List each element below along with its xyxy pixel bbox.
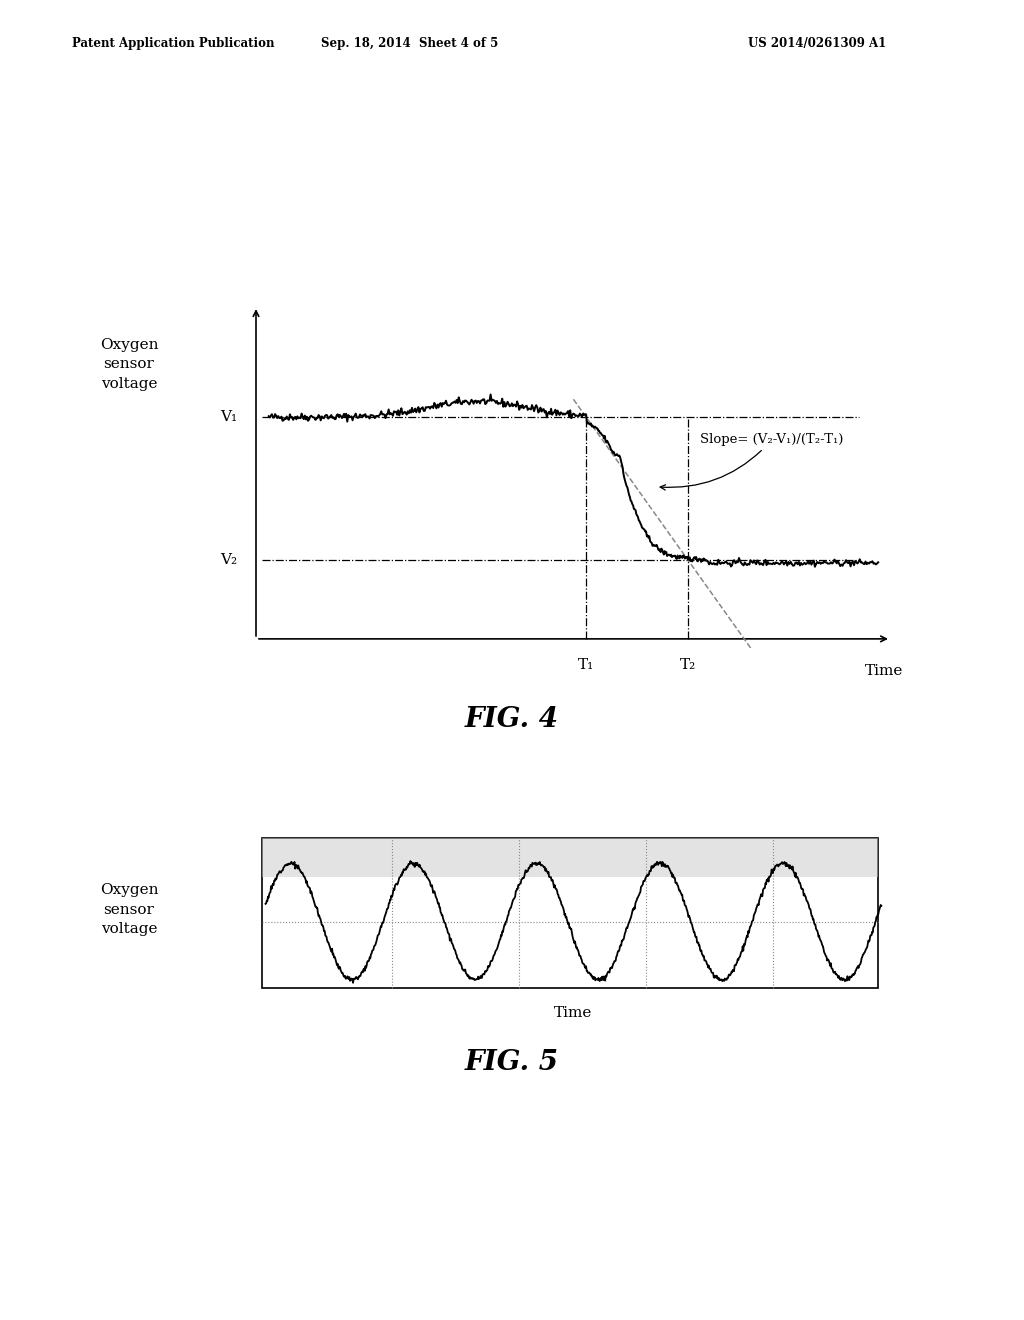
Text: Time: Time bbox=[865, 664, 903, 678]
Text: Oxygen
sensor
voltage: Oxygen sensor voltage bbox=[99, 338, 159, 391]
Text: FIG. 4: FIG. 4 bbox=[465, 706, 559, 733]
Text: FIG. 5: FIG. 5 bbox=[465, 1049, 559, 1076]
Text: Slope= (V₂-V₁)/(T₂-T₁): Slope= (V₂-V₁)/(T₂-T₁) bbox=[660, 433, 844, 490]
Text: T₂: T₂ bbox=[680, 657, 696, 672]
Bar bbox=[262, 838, 879, 876]
Text: V₂: V₂ bbox=[220, 553, 237, 566]
Bar bbox=[262, 838, 879, 989]
Text: V₁: V₁ bbox=[220, 411, 237, 424]
Text: US 2014/0261309 A1: US 2014/0261309 A1 bbox=[748, 37, 886, 50]
Text: Patent Application Publication: Patent Application Publication bbox=[72, 37, 274, 50]
Text: Oxygen
sensor
voltage: Oxygen sensor voltage bbox=[99, 883, 159, 936]
Text: T₁: T₁ bbox=[578, 657, 594, 672]
Text: Time: Time bbox=[554, 1006, 593, 1020]
Text: Sep. 18, 2014  Sheet 4 of 5: Sep. 18, 2014 Sheet 4 of 5 bbox=[321, 37, 499, 50]
